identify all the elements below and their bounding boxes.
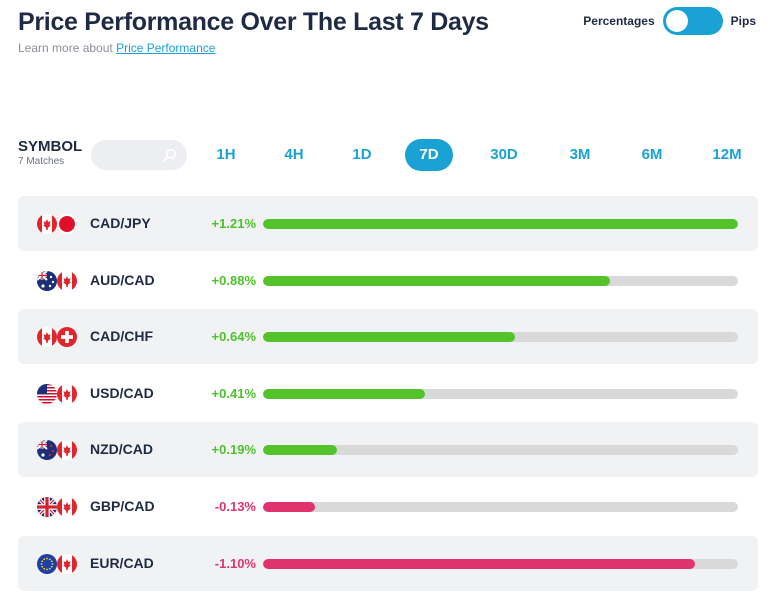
- symbol-title: SYMBOL: [18, 138, 83, 155]
- tab-3m[interactable]: 3M: [569, 146, 591, 163]
- symbol-search[interactable]: [91, 140, 187, 170]
- pair-label: AUD/CAD: [90, 271, 155, 288]
- tab-4h[interactable]: 4H: [284, 146, 304, 163]
- performance-bar-fill: [263, 502, 316, 512]
- match-count: 7 Matches: [18, 156, 65, 167]
- toggle-knob: [665, 10, 688, 32]
- pair-row-usd-cad[interactable]: USD/CAD +0.41%: [18, 366, 758, 421]
- unit-toggle-group: Percentages Pips: [583, 7, 756, 35]
- pair-label: CAD/CHF: [90, 328, 153, 345]
- tab-1d[interactable]: 1D: [352, 146, 372, 163]
- change-value: +0.19%: [211, 442, 256, 458]
- pair-label: NZD/CAD: [90, 441, 153, 458]
- performance-bar-track: [263, 275, 738, 286]
- percentages-pips-toggle[interactable]: [662, 7, 723, 35]
- change-value: +0.64%: [211, 329, 256, 345]
- pair-label: USD/CAD: [90, 384, 154, 401]
- performance-bar-fill: [263, 558, 696, 569]
- performance-bar-fill: [263, 332, 515, 343]
- performance-bar-fill: [263, 445, 337, 456]
- tab-1h[interactable]: 1H: [216, 146, 236, 163]
- performance-bar-fill: [263, 219, 738, 229]
- symbol-header: SYMBOL 7 Matches: [18, 138, 82, 167]
- performance-bar-track: [263, 219, 738, 229]
- change-value: +0.88%: [211, 272, 256, 288]
- price-performance-link[interactable]: Price Performance: [116, 41, 216, 55]
- change-value: -0.13%: [214, 499, 256, 514]
- header: Price Performance Over The Last 7 Days L…: [18, 8, 489, 55]
- tab-6m[interactable]: 6M: [641, 146, 663, 163]
- pair-row-aud-cad[interactable]: AUD/CAD +0.88%: [18, 253, 758, 308]
- performance-bar-track: [263, 445, 738, 456]
- pair-label: CAD/JPY: [90, 215, 151, 231]
- pair-row-cad-jpy[interactable]: CAD/JPY +1.21%: [18, 196, 758, 251]
- change-value: -1.10%: [214, 555, 256, 571]
- uk-canada-flags-icon: [37, 497, 77, 517]
- filter-bar: SYMBOL 7 Matches 1H 4H 1D 7D 30D 3M 6M 12M: [18, 136, 758, 176]
- eu-canada-flags-icon: [37, 553, 77, 574]
- pair-label: EUR/CAD: [90, 554, 154, 571]
- change-value: +0.41%: [211, 385, 256, 401]
- performance-bar-fill: [263, 275, 610, 286]
- pair-row-gbp-cad[interactable]: GBP/CAD -0.13%: [18, 479, 758, 534]
- tab-30d[interactable]: 30D: [490, 146, 518, 163]
- performance-bar-track: [263, 332, 738, 343]
- tab-12m[interactable]: 12M: [712, 146, 742, 163]
- pips-label[interactable]: Pips: [730, 14, 756, 28]
- performance-bar-fill: [263, 388, 425, 399]
- pair-row-nzd-cad[interactable]: NZD/CAD +0.19%: [18, 422, 758, 478]
- learn-more-prefix: Learn more about: [18, 41, 117, 55]
- canada-switzerland-flags-icon: [37, 327, 77, 348]
- australia-canada-flags-icon: [37, 270, 77, 291]
- change-value: +1.21%: [211, 216, 256, 231]
- pair-row-eur-cad[interactable]: EUR/CAD -1.10%: [18, 535, 758, 591]
- page-title: Price Performance Over The Last 7 Days: [18, 8, 489, 36]
- performance-bar-track: [263, 558, 738, 569]
- learn-more-text: Learn more about Price Performance: [18, 41, 489, 55]
- pair-label: GBP/CAD: [90, 498, 155, 514]
- new-zealand-canada-flags-icon: [37, 440, 77, 461]
- search-icon: [163, 148, 177, 162]
- performance-bar-track: [263, 388, 738, 399]
- tab-7d[interactable]: 7D: [405, 139, 453, 171]
- search-input[interactable]: [91, 140, 187, 170]
- performance-bar-track: [263, 502, 738, 512]
- canada-japan-flags-icon: [37, 214, 77, 234]
- usa-canada-flags-icon: [37, 383, 77, 404]
- pair-row-cad-chf[interactable]: CAD/CHF +0.64%: [18, 309, 758, 365]
- percentages-label[interactable]: Percentages: [583, 14, 655, 28]
